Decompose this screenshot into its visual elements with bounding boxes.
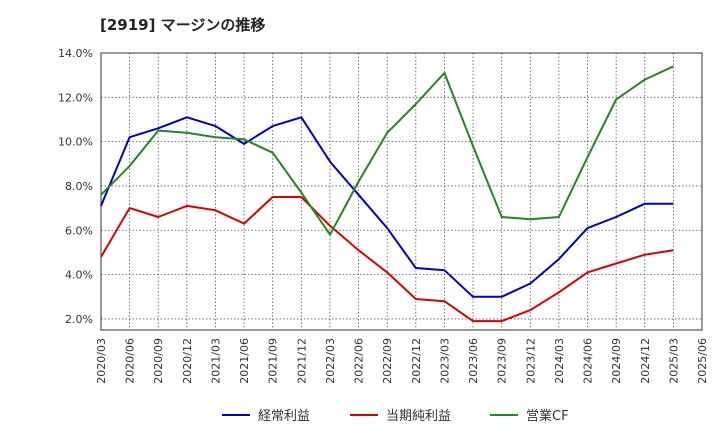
y-tick-label: 14.0% <box>58 47 93 60</box>
y-tick-label: 6.0% <box>65 224 93 237</box>
x-tick-label: 2022/09 <box>381 338 394 384</box>
x-tick-label: 2023/09 <box>496 338 509 384</box>
y-tick-label: 4.0% <box>65 269 93 282</box>
series-line-2 <box>100 196 674 323</box>
x-tick-label: 2020/12 <box>181 338 194 384</box>
x-tick-label: 2022/12 <box>410 338 423 384</box>
x-tick-label: 2022/03 <box>324 338 337 384</box>
y-tick-label: 8.0% <box>65 180 93 193</box>
legend-label-2: 当期純利益 <box>386 409 451 424</box>
plot-border <box>100 52 703 331</box>
x-tick-label: 2023/12 <box>524 338 537 384</box>
series-line-3 <box>100 65 674 236</box>
x-tick-label: 2024/09 <box>610 338 623 384</box>
x-tick-label: 2021/06 <box>238 338 251 384</box>
x-tick-label: 2025/03 <box>667 338 680 384</box>
x-tick-label: 2021/03 <box>209 338 222 384</box>
plot-area <box>101 53 702 330</box>
x-tick-label: 2022/06 <box>353 338 366 384</box>
legend-label-1: 経常利益 <box>258 409 310 424</box>
x-tick-label: 2021/09 <box>267 338 280 384</box>
x-tick-label: 2023/03 <box>438 338 451 384</box>
x-tick-label: 2024/06 <box>582 338 595 384</box>
series-line-1 <box>100 116 674 298</box>
x-tick-label: 2020/06 <box>124 338 137 384</box>
x-tick-label: 2024/03 <box>553 338 566 384</box>
x-tick-label: 2020/09 <box>152 338 165 384</box>
x-tick-label: 2024/12 <box>639 338 652 384</box>
x-tick-label: 2023/06 <box>467 338 480 384</box>
x-tick-label: 2025/06 <box>696 338 709 384</box>
legend-label-3: 営業CF <box>526 408 569 424</box>
x-tick-label: 2021/12 <box>295 338 308 384</box>
chart-title: [2919] マージンの推移 <box>100 16 266 34</box>
x-tick-label: 2020/03 <box>95 338 108 384</box>
y-tick-label: 2.0% <box>65 313 93 326</box>
y-tick-label: 12.0% <box>58 91 93 104</box>
y-tick-label: 10.0% <box>58 136 93 149</box>
